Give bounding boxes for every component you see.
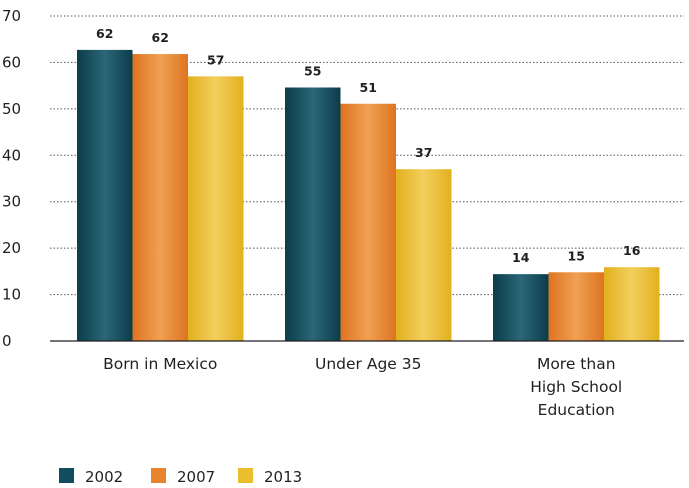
legend-swatch-2013 xyxy=(238,468,253,483)
data-label: 57 xyxy=(207,52,224,67)
value-labels: 62 55 14 62 51 15 57 37 16 xyxy=(96,26,641,265)
data-label: 37 xyxy=(415,145,432,160)
legend-swatch-2007 xyxy=(151,468,166,483)
y-tick-label: 0 xyxy=(2,332,12,350)
y-tick-label: 60 xyxy=(2,53,21,71)
legend-label: 2002 xyxy=(85,468,123,486)
bar-2013-0 xyxy=(188,76,244,341)
y-axis-ticks: 0 10 20 30 40 50 60 70 xyxy=(2,7,21,350)
legend: 2002 2007 2013 xyxy=(59,468,302,486)
y-tick-label: 10 xyxy=(2,286,21,304)
y-tick-label: 40 xyxy=(2,146,21,164)
category-label: Under Age 35 xyxy=(315,355,421,373)
data-label: 62 xyxy=(96,26,113,41)
legend-label: 2013 xyxy=(264,468,302,486)
bar-2007-0 xyxy=(132,54,188,341)
y-tick-label: 50 xyxy=(2,100,21,118)
category-labels: Born in Mexico Under Age 35 More than High … xyxy=(103,355,622,419)
data-label: 55 xyxy=(304,64,321,79)
legend-swatch-2002 xyxy=(59,468,74,483)
data-label: 14 xyxy=(512,250,530,265)
data-label: 62 xyxy=(152,30,169,45)
category-label: Education xyxy=(538,401,615,419)
bar-2007-1 xyxy=(340,103,396,341)
y-tick-label: 70 xyxy=(2,7,21,25)
y-tick-label: 30 xyxy=(2,193,21,211)
data-label: 51 xyxy=(360,80,377,95)
legend-label: 2007 xyxy=(177,468,215,486)
bar-2013-1 xyxy=(396,169,452,341)
data-label: 15 xyxy=(568,248,585,263)
bar-2007-2 xyxy=(548,272,604,341)
data-label: 16 xyxy=(623,243,641,258)
y-tick-label: 20 xyxy=(2,239,21,257)
bars xyxy=(77,49,660,342)
category-label: High School xyxy=(530,378,622,396)
bar-2002-1 xyxy=(285,87,341,341)
bar-2002-2 xyxy=(493,274,549,341)
bar-2013-2 xyxy=(604,267,660,341)
category-label: More than xyxy=(537,355,616,373)
bar-2002-0 xyxy=(77,49,133,342)
category-label: Born in Mexico xyxy=(103,355,217,373)
